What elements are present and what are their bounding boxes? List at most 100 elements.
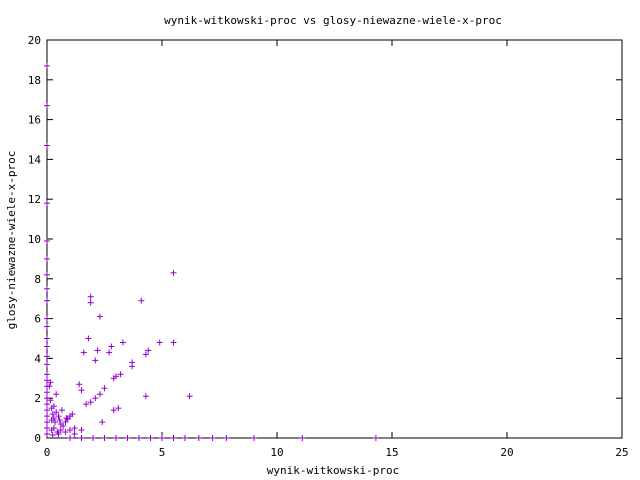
data-point xyxy=(44,377,50,384)
data-point xyxy=(49,411,56,418)
data-point xyxy=(62,429,69,436)
data-point xyxy=(53,409,60,416)
data-point xyxy=(182,435,188,441)
x-tick-label: 20 xyxy=(500,446,513,459)
data-point xyxy=(83,401,90,408)
data-point xyxy=(80,349,87,356)
data-point xyxy=(44,413,50,420)
data-point xyxy=(47,379,54,386)
data-point xyxy=(90,435,96,441)
data-point xyxy=(92,357,99,364)
data-point xyxy=(170,269,177,276)
x-tick-label: 5 xyxy=(159,446,166,459)
y-tick-label: 4 xyxy=(34,352,41,365)
data-point xyxy=(209,435,216,441)
data-point xyxy=(71,425,78,432)
data-point xyxy=(44,142,50,149)
data-point xyxy=(44,389,50,396)
data-point xyxy=(170,339,177,346)
data-point xyxy=(113,435,119,441)
data-point xyxy=(101,385,108,392)
data-point xyxy=(46,383,53,390)
y-tick-label: 10 xyxy=(28,233,41,246)
data-point xyxy=(106,349,113,356)
x-tick-label: 15 xyxy=(385,446,398,459)
data-point xyxy=(78,435,85,441)
data-point xyxy=(55,413,62,420)
y-tick-label: 8 xyxy=(34,273,41,286)
data-point xyxy=(136,435,142,441)
x-tick-label: 25 xyxy=(615,446,628,459)
data-point xyxy=(44,335,50,342)
data-point xyxy=(110,407,117,414)
data-point xyxy=(44,395,50,402)
x-tick-label: 0 xyxy=(44,446,51,459)
y-axis-label: glosy-niewazne-wiele-x-proc xyxy=(5,151,18,330)
data-point xyxy=(44,255,50,262)
data-point xyxy=(44,371,50,378)
data-point xyxy=(52,419,59,426)
y-tick-label: 2 xyxy=(34,392,41,405)
data-point xyxy=(44,407,50,414)
data-point xyxy=(44,431,50,438)
data-point xyxy=(44,323,50,330)
data-point xyxy=(50,403,57,410)
data-point xyxy=(129,363,136,370)
data-point xyxy=(67,427,73,434)
data-points xyxy=(44,62,379,441)
data-point xyxy=(44,343,50,350)
data-point xyxy=(44,401,50,408)
data-point xyxy=(156,339,163,346)
data-point xyxy=(44,425,50,432)
data-point xyxy=(115,405,122,412)
y-tick-label: 16 xyxy=(28,114,41,127)
data-point xyxy=(113,373,119,380)
data-point xyxy=(44,237,50,244)
data-point xyxy=(117,371,124,378)
data-point xyxy=(44,102,50,109)
data-point xyxy=(56,417,63,424)
data-point xyxy=(48,417,55,424)
data-point xyxy=(145,347,152,354)
data-point xyxy=(47,397,54,404)
data-point xyxy=(142,351,149,358)
data-point xyxy=(44,353,50,360)
data-point xyxy=(76,381,83,388)
data-point xyxy=(251,435,257,441)
data-point xyxy=(44,62,50,69)
data-point xyxy=(44,419,50,426)
data-point xyxy=(119,339,126,346)
data-point xyxy=(60,423,67,430)
data-point xyxy=(99,419,106,426)
data-point xyxy=(170,435,177,441)
data-point xyxy=(44,315,50,322)
data-point xyxy=(195,435,202,441)
data-point xyxy=(108,343,115,350)
data-point xyxy=(138,297,145,304)
data-point xyxy=(57,427,64,434)
data-point xyxy=(87,293,94,300)
data-point xyxy=(49,432,56,439)
data-point xyxy=(124,435,131,441)
data-point xyxy=(87,399,94,406)
data-point xyxy=(44,285,50,292)
data-point xyxy=(44,361,50,368)
data-point xyxy=(55,431,62,438)
data-point xyxy=(63,415,70,422)
y-tick-label: 18 xyxy=(28,74,41,87)
data-point xyxy=(71,431,78,438)
data-point xyxy=(78,387,85,394)
y-tick-label: 6 xyxy=(34,313,41,326)
data-point xyxy=(299,435,306,441)
y-tick-label: 20 xyxy=(28,34,41,47)
data-point xyxy=(44,297,50,304)
data-point xyxy=(67,435,73,441)
data-point xyxy=(78,427,85,434)
data-point xyxy=(44,200,50,207)
data-point xyxy=(101,435,108,441)
data-point xyxy=(142,393,149,400)
data-point xyxy=(372,435,379,441)
chart-title: wynik-witkowski-proc vs glosy-niewazne-w… xyxy=(164,14,502,27)
data-point xyxy=(69,411,76,418)
